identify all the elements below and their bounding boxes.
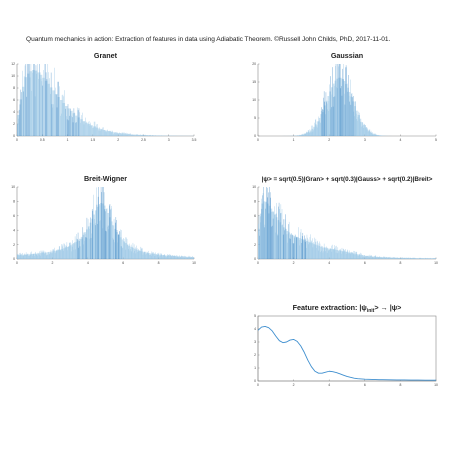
y-tick-label: 6	[13, 214, 15, 218]
x-tick-label: 2	[117, 138, 119, 142]
y-tick-label: 4	[254, 228, 256, 232]
series-line	[258, 326, 436, 380]
y-tick-label: 0	[254, 257, 256, 261]
x-tick-label: 6	[122, 261, 124, 265]
x-tick-label: 0	[16, 261, 18, 265]
y-tick-label: 6	[254, 214, 256, 218]
y-tick-label: 12	[11, 62, 15, 66]
x-tick-label: 1	[67, 138, 69, 142]
y-tick-label: 2	[13, 243, 15, 247]
chart-gaussian: Gaussian 0 1 2 3 4 5 0 5 10 15 20	[252, 51, 437, 142]
y-tick-label: 4	[13, 110, 15, 114]
x-tick-label: 8	[399, 383, 401, 387]
chart-granet: Granet 0 0.5 1 1.5 2 2.5 3 3.5 0 2 4 6 8 10 12	[11, 51, 196, 142]
x-tick-label: 10	[434, 383, 438, 387]
y-tick-label: 0	[13, 257, 15, 261]
x-tick-label: 6	[364, 383, 366, 387]
x-tick-label: 3.5	[192, 138, 197, 142]
y-tick-label: 5	[254, 314, 256, 318]
y-tick-label: 0	[254, 379, 256, 383]
x-tick-label: 4	[328, 261, 330, 265]
y-tick-label: 8	[13, 200, 15, 204]
y-tick-label: 6	[13, 98, 15, 102]
x-tick-label: 3	[168, 138, 170, 142]
chart-breit-wigner: Breit-Wigner 0 2 4 6 8 10 0 2 4 6 8 10	[11, 174, 196, 265]
y-tick-label: 1	[254, 366, 256, 370]
chart-superposition: |ψ> = sqrt(0.5)|Gran> + sqrt(0.3)|Gauss>…	[252, 176, 438, 265]
x-tick-label: 0	[16, 138, 18, 142]
y-tick-label: 4	[13, 228, 15, 232]
y-tick-label: 8	[254, 200, 256, 204]
x-tick-label: 2	[293, 383, 295, 387]
y-tick-label: 2	[13, 122, 15, 126]
y-tick-label: 8	[13, 86, 15, 90]
x-tick-label: 10	[434, 261, 438, 265]
chart-feature-extraction: Feature extraction: |ψinit> → |ψ>0 2 4 6 8 10…	[254, 303, 438, 387]
x-tick-label: 8	[158, 261, 160, 265]
y-tick-label: 2	[254, 353, 256, 357]
x-tick-label: 4	[328, 383, 330, 387]
y-tick-label: 0	[13, 134, 15, 138]
y-tick-label: 5	[254, 116, 256, 120]
y-tick-label: 10	[11, 74, 15, 78]
chart-title-tail: > → |ψ>	[374, 303, 401, 312]
x-tick-label: 0	[257, 138, 259, 142]
x-tick-label: 8	[399, 261, 401, 265]
x-tick-label: 2.5	[141, 138, 146, 142]
y-tick-label: 3	[254, 340, 256, 344]
y-tick-label: 4	[254, 327, 256, 331]
y-tick-label: 10	[252, 98, 256, 102]
x-tick-label: 4	[399, 138, 401, 142]
x-tick-label: 1.5	[90, 138, 95, 142]
x-tick-label: 0.5	[40, 138, 45, 142]
x-tick-label: 2	[51, 261, 53, 265]
x-tick-label: 1	[293, 138, 295, 142]
x-tick-label: 4	[87, 261, 89, 265]
y-tick-label: 20	[252, 62, 256, 66]
y-tick-label: 0	[254, 134, 256, 138]
x-tick-label: 0	[257, 261, 259, 265]
chart-title: Breit-Wigner	[84, 174, 127, 183]
x-tick-label: 2	[293, 261, 295, 265]
chart-title: Feature extraction: |ψinit> → |ψ>	[293, 303, 402, 314]
chart-title: Gaussian	[331, 51, 363, 60]
y-tick-label: 15	[252, 80, 256, 84]
x-tick-label: 5	[435, 138, 437, 142]
x-tick-label: 10	[192, 261, 196, 265]
chart-title: |ψ> = sqrt(0.5)|Gran> + sqrt(0.3)|Gauss>…	[262, 176, 433, 183]
chart-title: Granet	[94, 51, 118, 60]
plot-frame	[258, 316, 436, 381]
y-tick-label: 10	[11, 185, 15, 189]
y-tick-label: 2	[254, 243, 256, 247]
x-tick-label: 6	[364, 261, 366, 265]
x-tick-label: 3	[364, 138, 366, 142]
x-tick-label: 0	[257, 383, 259, 387]
y-tick-label: 10	[252, 185, 256, 189]
x-tick-label: 2	[328, 138, 330, 142]
